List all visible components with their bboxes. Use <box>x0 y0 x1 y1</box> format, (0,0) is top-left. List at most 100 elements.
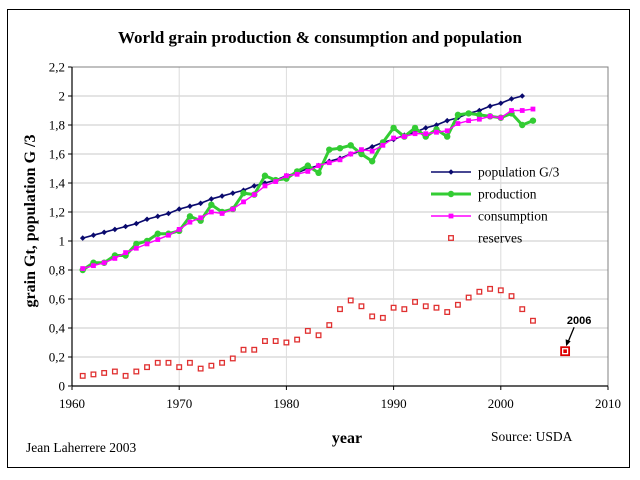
data-point <box>337 306 343 313</box>
data-point <box>498 100 504 107</box>
data-point <box>198 215 204 221</box>
data-point <box>326 146 333 153</box>
data-point <box>508 96 515 102</box>
y-tick-label: 2,2 <box>49 60 65 75</box>
data-point <box>272 338 279 344</box>
plot-background <box>72 67 608 386</box>
data-point <box>230 206 236 212</box>
data-point <box>294 171 300 177</box>
data-point <box>390 304 397 311</box>
data-point <box>208 201 215 208</box>
data-point <box>133 368 140 375</box>
data-point <box>455 121 461 126</box>
x-tick-labels: 1960 1970 1980 1990 2000 2010 <box>59 396 621 411</box>
data-point <box>112 256 118 261</box>
data-point <box>80 266 86 271</box>
data-point <box>90 371 97 378</box>
data-point <box>337 157 343 163</box>
data-point <box>401 306 408 313</box>
data-point <box>304 327 311 334</box>
data-point <box>197 365 204 372</box>
data-point <box>444 117 450 124</box>
plot-area <box>72 67 608 386</box>
data-point <box>476 288 483 295</box>
data-point <box>519 306 526 313</box>
x-tick-label: 1980 <box>273 396 299 411</box>
y-tick-labels: 0 0,2 0,4 0,6 0,8 1 1,2 1,4 1,6 1,8 2 2,2 <box>49 60 66 394</box>
data-point <box>358 303 365 310</box>
data-point <box>369 143 375 150</box>
y-tick-label: 0,2 <box>49 350 65 365</box>
x-axis-label: year <box>332 430 362 447</box>
data-point <box>166 232 171 238</box>
legend-marker <box>448 213 454 219</box>
data-point <box>122 372 129 379</box>
data-point <box>412 131 418 137</box>
data-point <box>91 263 96 269</box>
y-tick-label: 0,8 <box>49 263 65 278</box>
data-point <box>187 203 193 209</box>
x-tick-label: 1990 <box>381 396 407 411</box>
data-point <box>176 364 183 371</box>
data-point <box>444 128 450 134</box>
data-point <box>219 211 225 216</box>
data-point <box>305 169 311 174</box>
y-tick-label: 0 <box>59 379 66 394</box>
data-point <box>422 125 429 131</box>
data-point <box>347 142 354 149</box>
y-axis-label: grain Gt, population G /3 <box>22 135 39 308</box>
x-tick-label: 1970 <box>166 396 192 411</box>
series-group <box>79 93 537 379</box>
y-tick-label: 1,4 <box>49 176 66 191</box>
data-point <box>122 223 129 230</box>
data-point <box>391 135 396 141</box>
data-point <box>154 359 161 366</box>
data-point <box>315 169 322 177</box>
data-point <box>240 346 247 353</box>
data-point <box>187 219 193 225</box>
data-point <box>380 142 386 148</box>
highlight-marker-core <box>563 349 567 353</box>
data-point <box>519 93 526 99</box>
data-point <box>112 226 118 233</box>
data-point <box>423 131 429 137</box>
data-point <box>154 213 161 220</box>
data-point <box>358 150 365 158</box>
data-point <box>144 364 150 371</box>
data-point <box>530 317 536 324</box>
data-point <box>508 293 515 300</box>
data-point <box>186 359 193 366</box>
y-tick-label: 0,6 <box>49 292 66 307</box>
data-point <box>283 339 290 346</box>
data-point <box>101 260 107 266</box>
chart-title: World grain production & consumption and… <box>118 28 523 47</box>
y-tick-label: 1 <box>59 234 66 249</box>
data-point <box>390 124 397 132</box>
data-point <box>509 108 514 113</box>
data-point <box>433 304 440 311</box>
data-point <box>165 359 172 366</box>
data-point <box>90 232 97 238</box>
data-point <box>294 336 301 343</box>
data-point <box>401 134 407 139</box>
y-tick-label: 1,2 <box>49 205 65 220</box>
data-point <box>208 196 215 202</box>
data-point <box>487 113 493 119</box>
data-point <box>133 240 140 248</box>
highlight-label: 2006 <box>567 315 591 327</box>
data-point <box>304 162 312 169</box>
data-point <box>412 298 418 305</box>
data-point <box>497 287 504 294</box>
data-point <box>165 210 172 217</box>
y-tick-label: 1,6 <box>49 147 66 162</box>
data-point <box>241 199 246 205</box>
data-point <box>411 124 419 132</box>
data-point <box>133 245 139 251</box>
data-point <box>487 285 494 292</box>
legend-marker <box>448 235 454 241</box>
data-point <box>144 216 150 223</box>
data-point <box>251 346 258 353</box>
data-point <box>101 369 108 376</box>
data-point <box>315 332 322 339</box>
data-point <box>347 297 354 304</box>
